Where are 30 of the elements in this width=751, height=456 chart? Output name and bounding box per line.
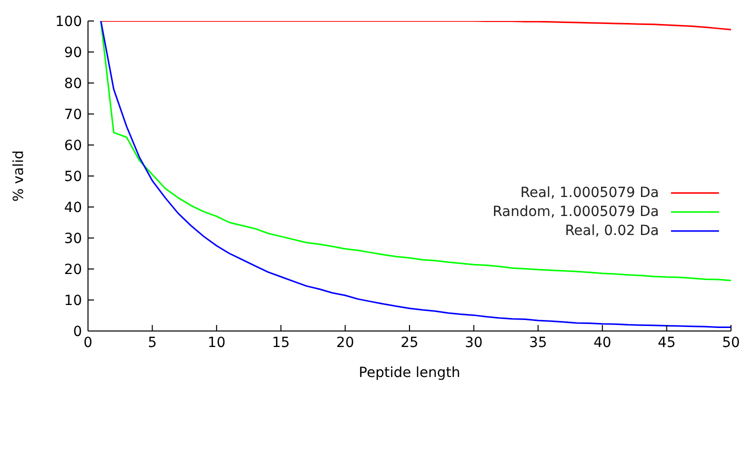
- y-tick-label: 90: [64, 44, 82, 61]
- y-tick-label: 100: [55, 14, 82, 30]
- x-tick-label: 45: [658, 334, 676, 351]
- y-axis-title: % valid: [10, 150, 27, 202]
- x-tick-label: 20: [336, 334, 354, 351]
- line-series: [100, 21, 731, 30]
- x-tick-label: 5: [148, 334, 157, 351]
- x-tick-label: 15: [272, 334, 290, 351]
- x-tick-label: 35: [529, 334, 548, 351]
- line-series: [100, 21, 731, 328]
- y-tick-label: 10: [64, 292, 82, 309]
- x-tick-label: 50: [722, 334, 740, 351]
- x-tick-label: 40: [593, 334, 612, 351]
- y-tick-label: 0: [73, 324, 82, 340]
- y-tick-label: 40: [64, 200, 82, 216]
- legend-label: Real, 0.02 Da: [564, 222, 659, 238]
- line-series: [100, 21, 731, 282]
- x-axis-title: Peptide length: [358, 365, 460, 381]
- legend-label: Random, 1.0005079 Da: [492, 204, 659, 220]
- x-tick-label: 0: [84, 334, 92, 351]
- x-tick-label: 30: [464, 334, 483, 351]
- legend-label: Real, 1.0005079 Da: [520, 184, 659, 200]
- y-tick-label: 20: [64, 262, 82, 278]
- y-tick-label: 50: [64, 168, 82, 185]
- x-tick-label: 10: [208, 334, 226, 351]
- y-tick-label: 80: [64, 76, 82, 92]
- x-tick-label: 25: [400, 334, 418, 351]
- y-tick-label: 30: [64, 230, 82, 247]
- y-tick-label: 70: [64, 106, 82, 123]
- y-tick-label: 60: [64, 138, 82, 154]
